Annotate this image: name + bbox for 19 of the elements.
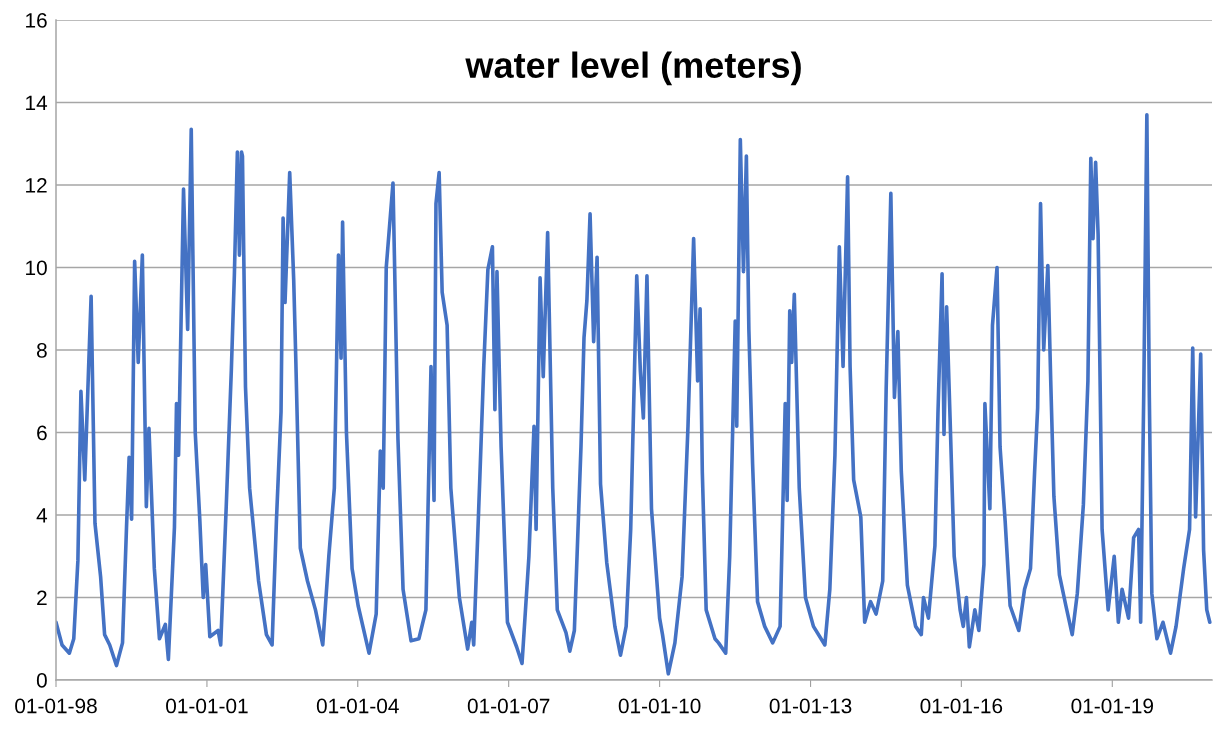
y-tick-label: 16 bbox=[26, 13, 47, 28]
text: water level (meters) bbox=[465, 51, 801, 86]
x-tick-label: 01-01-04 bbox=[316, 698, 399, 714]
y-tick-label: 0 bbox=[36, 673, 47, 688]
y-tick-label: 8 bbox=[36, 343, 47, 358]
x-tick-label: 01-01-13 bbox=[769, 698, 852, 714]
x-tick-label: 01-01-07 bbox=[467, 698, 550, 714]
line-series bbox=[56, 113, 1212, 676]
x-tick-label: 01-01-98 bbox=[15, 698, 97, 714]
x-tick-label: 01-01-10 bbox=[618, 698, 701, 714]
y-tick-label: 14 bbox=[26, 95, 48, 111]
y-tick-label: 10 bbox=[26, 260, 47, 276]
y-tick-label: 6 bbox=[37, 425, 47, 441]
x-tick-label: 01-01-19 bbox=[1071, 698, 1154, 714]
y-tick-label: 12 bbox=[26, 178, 47, 193]
y-tick-label: 4 bbox=[36, 508, 48, 523]
y-tick-label: 2 bbox=[37, 590, 47, 606]
x-tick-label: 01-01-01 bbox=[166, 698, 248, 714]
x-tick-label: 01-01-16 bbox=[920, 698, 1003, 714]
